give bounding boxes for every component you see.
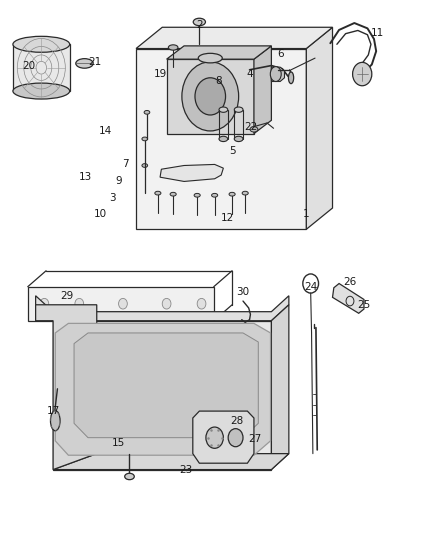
Polygon shape <box>53 454 289 470</box>
Text: 30: 30 <box>237 287 250 297</box>
Circle shape <box>195 78 226 115</box>
Polygon shape <box>53 321 272 470</box>
Text: 23: 23 <box>180 465 193 474</box>
Text: 8: 8 <box>215 77 223 86</box>
Text: 2: 2 <box>196 20 203 30</box>
Ellipse shape <box>168 45 178 50</box>
Ellipse shape <box>193 18 205 26</box>
Ellipse shape <box>229 192 235 196</box>
Polygon shape <box>254 46 272 134</box>
Ellipse shape <box>13 36 70 52</box>
Circle shape <box>353 62 372 86</box>
Text: 10: 10 <box>94 209 107 220</box>
Ellipse shape <box>198 53 222 63</box>
Circle shape <box>75 298 84 309</box>
Ellipse shape <box>170 192 176 196</box>
Text: 24: 24 <box>304 282 317 292</box>
Polygon shape <box>136 27 332 49</box>
Polygon shape <box>55 324 271 455</box>
Text: 20: 20 <box>22 61 35 70</box>
Text: 11: 11 <box>371 28 384 38</box>
Polygon shape <box>166 59 254 134</box>
Ellipse shape <box>234 136 243 142</box>
Text: 3: 3 <box>109 193 115 204</box>
Text: 28: 28 <box>231 416 244 426</box>
Ellipse shape <box>288 72 293 84</box>
Text: 14: 14 <box>99 126 112 136</box>
Ellipse shape <box>234 107 243 112</box>
Circle shape <box>119 298 127 309</box>
Polygon shape <box>193 411 254 463</box>
Polygon shape <box>136 49 306 229</box>
Circle shape <box>162 298 171 309</box>
Ellipse shape <box>76 59 93 68</box>
Polygon shape <box>306 27 332 229</box>
Ellipse shape <box>13 83 70 99</box>
Ellipse shape <box>50 410 60 431</box>
Polygon shape <box>35 305 97 470</box>
Text: 17: 17 <box>46 406 60 416</box>
Ellipse shape <box>270 67 281 82</box>
Text: 15: 15 <box>112 438 125 448</box>
Ellipse shape <box>194 193 200 197</box>
Text: 12: 12 <box>221 213 234 223</box>
Circle shape <box>197 298 206 309</box>
Ellipse shape <box>125 473 134 480</box>
Ellipse shape <box>212 193 218 197</box>
Text: 26: 26 <box>343 278 357 287</box>
Text: 21: 21 <box>88 57 101 67</box>
Text: 22: 22 <box>244 122 257 132</box>
Polygon shape <box>272 67 285 82</box>
Polygon shape <box>74 333 258 438</box>
Polygon shape <box>28 287 214 321</box>
Text: 29: 29 <box>60 290 74 301</box>
Ellipse shape <box>242 191 248 195</box>
Text: 5: 5 <box>229 146 235 156</box>
Text: 19: 19 <box>153 69 167 79</box>
Text: 7: 7 <box>122 159 128 169</box>
Polygon shape <box>166 46 272 59</box>
Circle shape <box>40 298 49 309</box>
Ellipse shape <box>250 127 258 132</box>
Circle shape <box>228 429 243 447</box>
Polygon shape <box>160 165 223 181</box>
Text: 4: 4 <box>246 69 253 79</box>
Circle shape <box>206 427 223 448</box>
Circle shape <box>182 62 239 131</box>
Ellipse shape <box>142 164 148 167</box>
Polygon shape <box>13 44 70 91</box>
Polygon shape <box>35 296 289 321</box>
Polygon shape <box>332 284 364 313</box>
Text: 1: 1 <box>303 209 310 220</box>
Ellipse shape <box>219 136 228 142</box>
Text: 27: 27 <box>248 434 261 445</box>
Ellipse shape <box>219 107 228 112</box>
Text: 25: 25 <box>357 300 371 310</box>
Ellipse shape <box>144 110 150 114</box>
Text: 9: 9 <box>115 176 122 187</box>
Text: 13: 13 <box>79 172 92 182</box>
Polygon shape <box>272 305 289 470</box>
Text: 6: 6 <box>277 49 283 59</box>
Ellipse shape <box>142 137 148 141</box>
Ellipse shape <box>155 191 161 195</box>
